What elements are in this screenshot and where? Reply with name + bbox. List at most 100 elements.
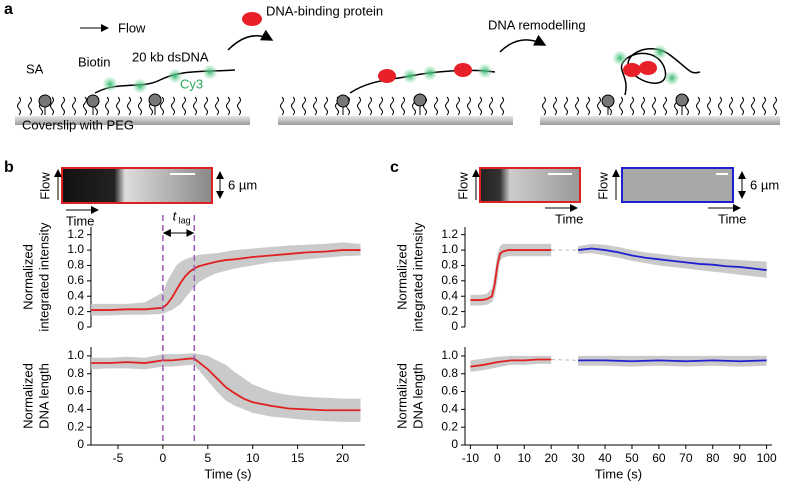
y-tick-label: 0.8 (67, 258, 84, 272)
trace-band (470, 355, 552, 372)
streptavidin (336, 94, 350, 108)
y-tick-label: 0.8 (67, 366, 84, 380)
streptavidin (675, 93, 689, 107)
peg (280, 96, 284, 116)
x-tick-label: 30 (571, 451, 585, 465)
cy3-dye (613, 51, 627, 65)
cy3-label: Cy3 (180, 76, 203, 91)
dna (349, 69, 496, 94)
peg (313, 96, 317, 116)
flow-label: Flow (595, 172, 610, 200)
peg (445, 96, 449, 116)
peg (215, 96, 219, 116)
biotin-label: Biotin (78, 54, 111, 69)
panel-label: c (390, 159, 399, 176)
sa-label: SA (26, 61, 44, 76)
mean-line (470, 249, 552, 301)
peg (718, 96, 722, 116)
peg (696, 96, 700, 116)
diagram: a b c Flow DNA-binding protein SA Biotin… (4, 1, 780, 204)
coverslip (278, 116, 513, 125)
peg (542, 96, 546, 116)
scale-label: 6 µm (228, 177, 257, 192)
x-tick-label: 0 (160, 451, 167, 465)
peg (204, 96, 208, 116)
y-axis-label: Normalized (20, 363, 35, 429)
x-tick-label: 10 (518, 451, 532, 465)
y-axis-label: DNA length (410, 363, 425, 429)
peg (105, 96, 109, 116)
remodelling-label: DNA remodelling (488, 17, 586, 32)
protein (623, 63, 641, 77)
peg (226, 96, 230, 116)
y-tick-label: 0 (77, 437, 84, 451)
cy3-dye (653, 45, 667, 59)
peg (740, 96, 744, 116)
x-tick-label: 15 (291, 451, 305, 465)
peg (663, 96, 667, 116)
peg (182, 96, 186, 116)
mean-line (578, 247, 767, 271)
scale-label: 6 µm (750, 177, 779, 192)
x-tick-label: -10 (462, 451, 480, 465)
coverslip (540, 116, 780, 125)
cy3-dye (133, 79, 147, 93)
peg (564, 96, 568, 116)
streptavidin (86, 94, 100, 108)
x-axis-label: Time (s) (204, 466, 251, 481)
peg (138, 96, 142, 116)
peg (357, 96, 361, 116)
peg (553, 96, 557, 116)
y-axis-label: Normalized (394, 363, 409, 429)
y-axis-label: Normalized (20, 244, 35, 310)
peg (72, 96, 76, 116)
step-arrow (499, 34, 547, 53)
peg (50, 96, 54, 116)
y-tick-label: 1.2 (67, 227, 84, 241)
y-axis-label: integrated intensity (36, 222, 51, 332)
trace-band (91, 242, 361, 316)
y-tick-label: 0.2 (67, 419, 84, 433)
y-tick-label: 0.4 (67, 402, 84, 416)
x-tick-label: 20 (544, 451, 558, 465)
lag-label: t (173, 208, 178, 223)
cy3-dye (665, 71, 679, 85)
y-tick-label: 1.0 (67, 348, 84, 362)
coverslip (15, 116, 250, 125)
y-tick-label: 0.4 (67, 288, 84, 302)
peg (17, 96, 21, 116)
y-tick-label: 1.0 (441, 242, 458, 256)
peg (489, 96, 493, 116)
cy3-dye (103, 77, 117, 91)
y-tick-label: 1.0 (441, 348, 458, 362)
y-axis-label: DNA length (36, 363, 51, 429)
mean-line (91, 249, 361, 311)
peg (729, 96, 733, 116)
x-tick-label: -5 (113, 451, 124, 465)
y-tick-label: 0.2 (441, 419, 458, 433)
peg (116, 96, 120, 116)
y-tick-label: 1.0 (67, 242, 84, 256)
y-tick-label: 0 (77, 319, 84, 333)
y-tick-label: 0.8 (441, 258, 458, 272)
x-tick-label: 20 (336, 451, 350, 465)
protein-label: DNA-binding protein (266, 3, 383, 18)
mean-line (470, 358, 552, 368)
peg (368, 96, 372, 116)
x-tick-label: 50 (625, 451, 639, 465)
dsdna-label: 20 kb dsDNA (132, 49, 209, 64)
peg (160, 96, 164, 116)
peg (390, 96, 394, 116)
cy3-dye (478, 64, 492, 78)
panel-label: b (4, 159, 14, 176)
peg (707, 96, 711, 116)
protein-icon (242, 12, 262, 26)
mean-line (578, 359, 767, 363)
protein (454, 63, 472, 77)
peg (597, 96, 601, 116)
streptavidin (601, 94, 615, 108)
y-tick-label: 0.6 (67, 273, 84, 287)
y-tick-label: 0.6 (441, 273, 458, 287)
y-tick-label: 0.8 (441, 366, 458, 380)
peg (237, 96, 241, 116)
